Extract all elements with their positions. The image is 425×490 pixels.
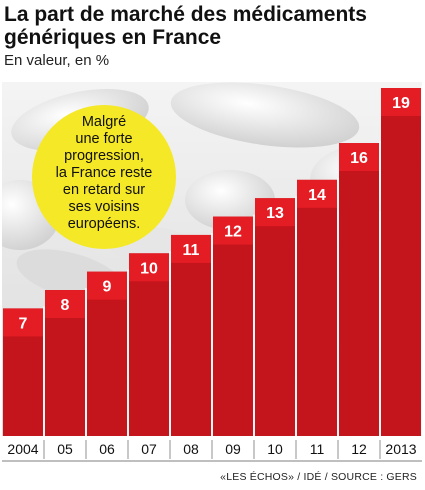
x-tick-labels: 2004 05 06 07 08 09 10 11 12 2013 xyxy=(7,440,417,459)
callout-line: Malgré xyxy=(82,114,126,130)
bar-cap-12 xyxy=(339,143,379,172)
bar-cap-2013 xyxy=(381,88,421,116)
bar-10 xyxy=(255,198,295,437)
bar-labels-group: 7 8 9 10 11 12 13 14 16 19 xyxy=(19,95,410,332)
x-tick-label: 2013 xyxy=(385,441,416,457)
bar-value-label: 19 xyxy=(392,95,410,112)
bar-cap-05 xyxy=(45,290,85,319)
bar-09 xyxy=(213,216,253,437)
bar-2013 xyxy=(381,88,421,437)
bar-value-label: 13 xyxy=(266,205,284,222)
x-tick-label: 09 xyxy=(225,441,241,457)
bars-group xyxy=(3,86,423,437)
bar-cap-06 xyxy=(87,271,127,300)
callout-line: européens. xyxy=(68,216,141,232)
bar-value-label: 7 xyxy=(19,315,28,332)
x-tick-label: 12 xyxy=(351,441,367,457)
x-tick-label: 07 xyxy=(141,441,157,457)
bar-value-label: 12 xyxy=(224,224,242,241)
callout-circle xyxy=(32,105,176,249)
bar-07 xyxy=(129,253,169,437)
x-tick-label: 08 xyxy=(183,441,199,457)
bar-cap-07 xyxy=(129,253,169,282)
callout-line: progression, xyxy=(64,148,144,164)
callout-line: ses voisins xyxy=(69,199,140,215)
bar-12 xyxy=(339,143,379,437)
x-tick-label: 10 xyxy=(267,441,283,457)
bar-11 xyxy=(297,179,337,437)
bar-cap-11 xyxy=(297,179,337,208)
callout-line: en retard sur xyxy=(63,182,145,198)
bar-value-label: 8 xyxy=(61,297,70,314)
bar-cap-10 xyxy=(255,198,295,227)
bar-value-label: 14 xyxy=(308,187,326,204)
x-tick-label: 05 xyxy=(57,441,73,457)
bar-cap-08 xyxy=(171,234,211,263)
chart-title: La part de marché des médicaments généri… xyxy=(4,3,367,49)
callout-text: Malgré une forte progression, la France res… xyxy=(56,114,153,232)
callout-line: la France reste xyxy=(56,165,153,181)
x-tick-label: 11 xyxy=(310,441,325,457)
bar-value-label: 10 xyxy=(140,260,158,277)
callout-line: une forte xyxy=(75,131,132,147)
bar-cap-2004 xyxy=(3,308,43,337)
bar-cap-09 xyxy=(213,216,253,245)
bar-value-label: 9 xyxy=(103,279,112,296)
chart-subtitle: En valeur, en % xyxy=(4,52,110,69)
x-tick-label: 06 xyxy=(99,441,115,457)
source-credit: «LES ÉCHOS» / IDÉ / SOURCE : GERS xyxy=(220,471,417,483)
bar-08 xyxy=(171,234,211,437)
bar-value-label: 11 xyxy=(183,242,200,259)
bar-value-label: 16 xyxy=(350,150,368,167)
x-tick-label: 2004 xyxy=(7,441,38,457)
callout-bubble: Malgré une forte progression, la France res… xyxy=(32,105,176,249)
